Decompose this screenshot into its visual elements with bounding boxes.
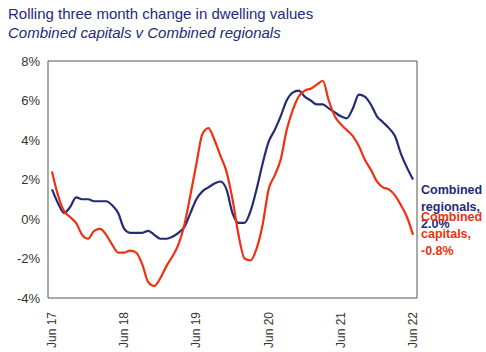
html-text:Combined capitals v Combined r: Combined capitals v Combined regionals bbox=[8, 24, 281, 41]
svg-text:-2%: -2% bbox=[17, 251, 41, 266]
svg-text:6%: 6% bbox=[21, 93, 40, 108]
svg-text:Jun 19: Jun 19 bbox=[189, 312, 203, 348]
svg-text:4%: 4% bbox=[21, 133, 40, 148]
svg-text:Jun 22: Jun 22 bbox=[406, 312, 420, 348]
svg-text:Combinedregionals,2.0%: Combinedregionals,2.0% bbox=[421, 183, 478, 231]
svg-text:-4%: -4% bbox=[17, 291, 41, 306]
svg-text:Jun 17: Jun 17 bbox=[45, 312, 59, 348]
svg-text:0%: 0% bbox=[21, 212, 40, 227]
html-text:Rolling three month change in: Rolling three month change in dwelling v… bbox=[8, 5, 314, 22]
svg-text:Jun 20: Jun 20 bbox=[262, 312, 276, 348]
svg-text:8%: 8% bbox=[21, 54, 40, 69]
svg-text:Combinedcapitals,-0.8%: Combinedcapitals,-0.8% bbox=[421, 210, 478, 258]
svg-text:2%: 2% bbox=[21, 172, 40, 187]
svg-text:Jun 18: Jun 18 bbox=[117, 312, 131, 348]
svg-text:Jun 21: Jun 21 bbox=[334, 312, 348, 348]
